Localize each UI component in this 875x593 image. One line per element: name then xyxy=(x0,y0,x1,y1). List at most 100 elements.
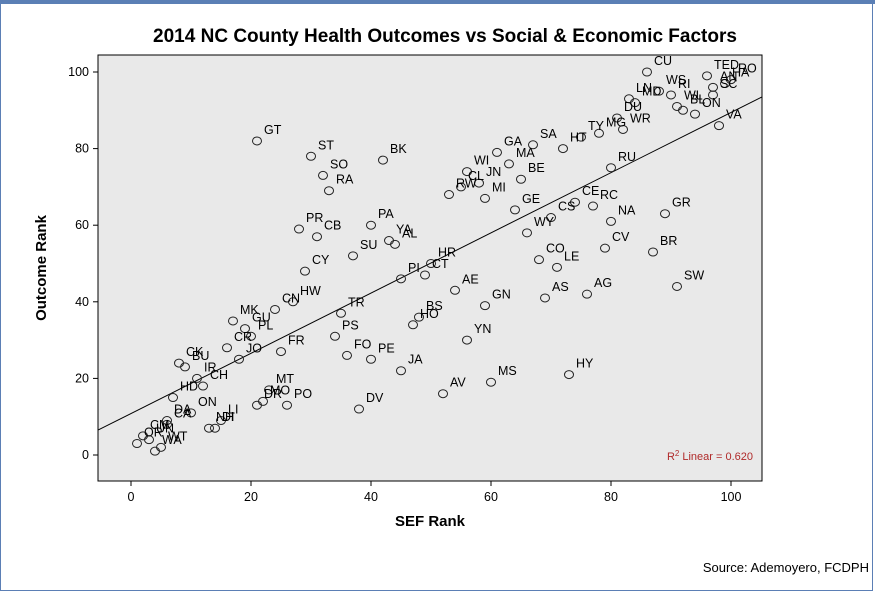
point-label: MA xyxy=(516,146,535,160)
point-label: HY xyxy=(576,357,594,371)
data-point xyxy=(654,86,664,96)
data-point xyxy=(168,393,178,403)
point-label: AN xyxy=(720,69,737,83)
point-label: FR xyxy=(288,334,305,348)
point-label: TED xyxy=(714,58,739,72)
data-point xyxy=(606,216,616,226)
data-point xyxy=(234,354,244,364)
data-point xyxy=(378,155,388,165)
data-point xyxy=(528,140,538,150)
point-label: OR xyxy=(144,426,163,440)
point-label: RI xyxy=(678,77,691,91)
data-point xyxy=(492,147,502,157)
point-label: BS xyxy=(426,299,443,313)
point-label: DI xyxy=(222,410,235,424)
point-label: MD xyxy=(642,85,661,99)
point-label: WA xyxy=(162,433,182,447)
data-point xyxy=(390,239,400,249)
point-label: RU xyxy=(618,150,636,164)
x-tick-label: 60 xyxy=(484,490,498,504)
data-point xyxy=(660,209,670,219)
fit-line xyxy=(97,96,763,431)
data-point xyxy=(210,423,220,433)
point-label: GR xyxy=(672,196,691,210)
x-axis-title: SEF Rank xyxy=(395,513,466,530)
y-axis-title: Outcome Rank xyxy=(33,214,50,321)
data-point xyxy=(522,228,532,238)
data-point xyxy=(480,301,490,311)
point-label: RO xyxy=(738,62,757,76)
data-point xyxy=(558,144,568,154)
point-label: CK xyxy=(186,345,204,359)
data-point xyxy=(162,416,172,426)
point-label: FO xyxy=(354,337,372,351)
data-point xyxy=(426,259,436,268)
data-point xyxy=(564,370,574,380)
data-point xyxy=(342,350,352,360)
point-label: HW xyxy=(300,284,321,298)
data-point xyxy=(606,163,616,173)
x-tick-label: 0 xyxy=(128,490,135,504)
point-label: RW xyxy=(456,177,477,191)
data-point xyxy=(354,404,364,414)
data-point xyxy=(366,354,376,364)
point-label: GU xyxy=(252,311,271,325)
point-label: WI xyxy=(474,154,489,168)
point-label: GN xyxy=(492,288,511,302)
point-label: GE xyxy=(522,192,540,206)
point-label: CL xyxy=(468,169,484,183)
point-label: PO xyxy=(294,387,312,401)
point-label: JA xyxy=(408,353,423,367)
point-label: ON xyxy=(198,395,217,409)
data-point xyxy=(336,308,346,318)
data-point xyxy=(690,109,700,119)
point-label: PS xyxy=(342,318,359,332)
point-label: WS xyxy=(666,73,686,87)
data-point xyxy=(222,343,232,353)
data-point xyxy=(456,182,466,192)
x-tick-label: 80 xyxy=(604,490,618,504)
point-label: MT xyxy=(276,372,294,386)
point-label: DU xyxy=(624,100,642,114)
point-label: BR xyxy=(660,234,677,248)
chart-title: 2014 NC County Health Outcomes vs Social… xyxy=(153,26,737,47)
point-label: CE xyxy=(582,184,599,198)
data-point xyxy=(132,439,142,449)
point-label: SU xyxy=(360,238,377,252)
r2-prefix: R xyxy=(667,451,675,463)
data-point xyxy=(534,255,544,265)
data-point xyxy=(588,201,598,211)
point-label: CM xyxy=(150,418,169,432)
data-point xyxy=(630,98,640,108)
point-label: BE xyxy=(528,161,545,175)
data-point xyxy=(462,167,472,177)
point-label: AE xyxy=(462,272,479,286)
point-label: PE xyxy=(378,341,395,355)
point-label: SO xyxy=(330,157,348,171)
data-point xyxy=(474,178,484,188)
point-label: DR xyxy=(264,387,282,401)
point-label: AG xyxy=(594,276,612,290)
point-label: WY xyxy=(534,215,555,229)
point-label: AL xyxy=(402,226,417,240)
data-point xyxy=(216,416,226,426)
y-tick-label: 60 xyxy=(75,218,89,232)
point-label: MG xyxy=(606,115,626,129)
data-point xyxy=(366,220,376,230)
point-label: CY xyxy=(312,253,330,267)
data-point xyxy=(186,408,196,418)
data-point xyxy=(438,389,448,399)
data-point xyxy=(672,281,682,291)
point-label: CO xyxy=(546,242,565,256)
data-point xyxy=(156,442,166,452)
point-label: AS xyxy=(552,280,569,294)
point-label: CS xyxy=(558,200,575,214)
point-label: LE xyxy=(564,249,579,263)
point-label: VA xyxy=(726,108,742,122)
y-tick-label: 80 xyxy=(75,142,89,156)
x-tick-label: 40 xyxy=(364,490,378,504)
point-label: GT xyxy=(264,123,282,137)
data-point xyxy=(504,159,514,169)
data-point xyxy=(582,289,592,299)
data-point xyxy=(252,136,262,146)
